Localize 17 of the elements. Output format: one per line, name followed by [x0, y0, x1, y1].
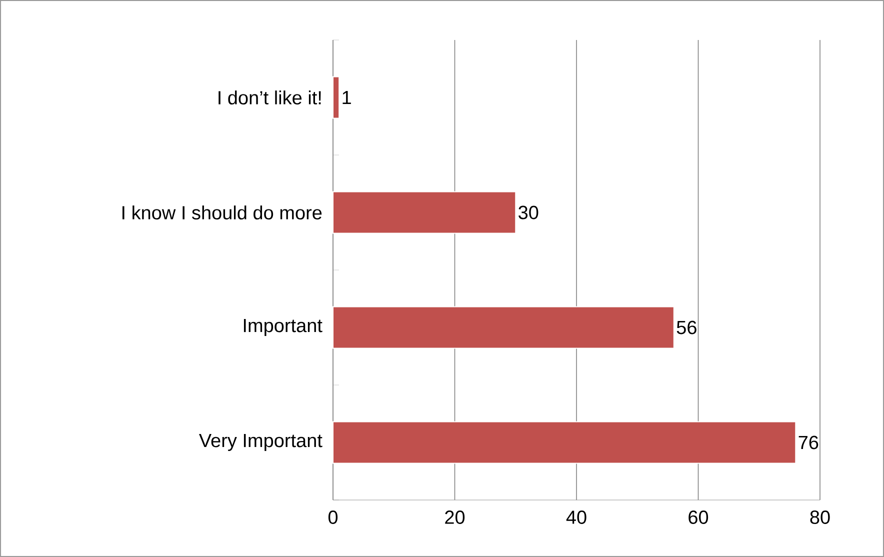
data-label: 1 [342, 90, 351, 104]
bar [332, 421, 796, 464]
data-label: 56 [676, 320, 696, 334]
data-label: 30 [518, 206, 538, 220]
x-tick-label: 60 [688, 510, 708, 524]
x-tick-label: 40 [566, 510, 586, 524]
x-tick-label: 0 [328, 510, 338, 524]
bar [332, 76, 340, 119]
y-tick-label: I know I should do more [122, 206, 322, 220]
y-tick-label: Very Important [198, 434, 322, 451]
x-tick-label: 20 [445, 510, 465, 524]
x-tick-label: 80 [810, 510, 830, 524]
data-label: 76 [798, 436, 818, 450]
y-tick-label: I don’t like it! [218, 90, 321, 104]
bar [332, 306, 674, 349]
y-tick-label: Important [244, 318, 322, 336]
bar [332, 191, 516, 234]
